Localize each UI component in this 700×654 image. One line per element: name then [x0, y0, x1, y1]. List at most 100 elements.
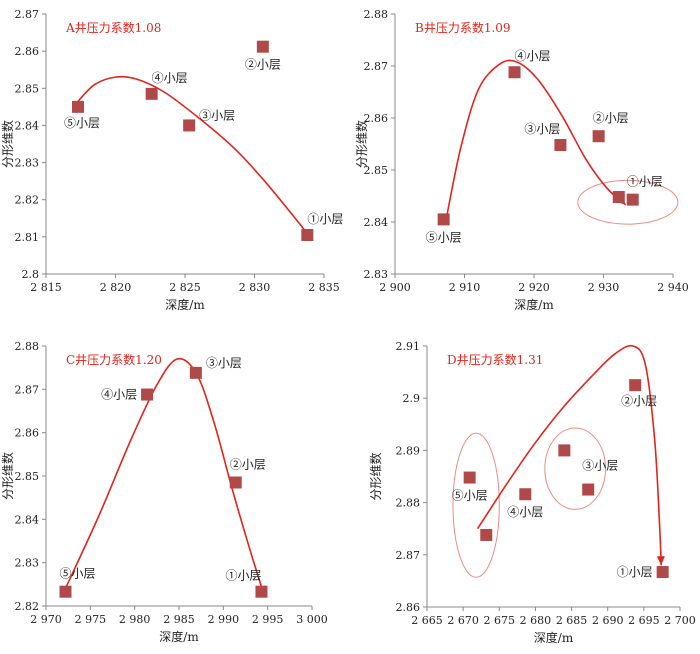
x-axis-title: 深度/m — [165, 297, 205, 312]
point-label: ②小层 — [593, 111, 629, 125]
y-tick-label: 2.86 — [15, 45, 40, 58]
panel-title: C井压力系数1.20 — [66, 352, 162, 367]
data-point — [582, 483, 595, 496]
data-point — [558, 444, 571, 457]
cluster-ellipse — [544, 427, 607, 510]
trend-curve — [65, 357, 265, 596]
x-tick-label: 2 815 — [30, 281, 62, 294]
y-tick-label: 2.86 — [396, 601, 421, 614]
data-point — [592, 130, 605, 143]
y-tick-label: 2.81 — [15, 231, 40, 244]
x-tick-label: 2 680 — [520, 614, 552, 627]
x-tick-label: 2 990 — [208, 613, 240, 626]
x-tick-label: 2 985 — [163, 613, 195, 626]
x-tick-label: 2 975 — [75, 613, 107, 626]
data-point — [480, 528, 493, 541]
data-point — [554, 139, 567, 152]
y-axis-title: 分形维数 — [0, 120, 15, 168]
point-label: ②小层 — [245, 58, 281, 72]
cluster-ellipse — [577, 179, 679, 225]
data-point — [629, 379, 642, 392]
x-tick-label: 2 995 — [252, 613, 284, 626]
data-point — [519, 488, 532, 501]
trend-curve — [446, 59, 627, 215]
point-label: ③小层 — [524, 122, 560, 136]
x-tick-label: 2 910 — [449, 281, 481, 294]
data-point — [656, 566, 669, 579]
x-tick-label: 2 820 — [100, 281, 132, 294]
data-point — [141, 388, 154, 401]
trend-curve — [77, 75, 314, 242]
x-axis-title: 深度/m — [514, 297, 554, 312]
x-tick-label: 2 900 — [379, 281, 411, 294]
chart-d: 2.86 2.87 2.88 2.89 2.9 2.91 2 665 2 670 2 675 2 … — [368, 340, 696, 645]
data-point — [59, 585, 72, 598]
y-tick-label: 2.84 — [15, 513, 40, 526]
panel-title: A井压力系数1.08 — [65, 20, 161, 35]
y-tick-label: 2.88 — [15, 340, 40, 353]
x-tick-label: 2 825 — [169, 281, 201, 294]
y-tick-label: 2.87 — [396, 549, 421, 562]
y-tick-label: 2.86 — [15, 427, 40, 440]
y-axis-title: 分形维数 — [354, 120, 369, 168]
point-label: ⑤小层 — [452, 489, 488, 503]
x-tick-label: 2 970 — [30, 613, 62, 626]
x-tick-label: 2 670 — [447, 614, 479, 627]
point-label: ①小层 — [225, 569, 261, 583]
data-point — [626, 193, 639, 206]
x-tick-label: 3 000 — [296, 613, 328, 626]
y-tick-label: 2.87 — [15, 383, 40, 396]
x-tick-label: 2 695 — [628, 614, 660, 627]
y-tick-label: 2.88 — [396, 497, 421, 510]
cluster-ellipse — [452, 432, 500, 578]
y-tick-label: 2.83 — [15, 557, 40, 570]
x-tick-label: 2 690 — [592, 614, 624, 627]
y-tick-label: 2.91 — [396, 340, 421, 353]
y-tick-label: 2.89 — [396, 444, 421, 457]
y-tick-label: 2.84 — [364, 216, 389, 229]
x-tick-label: 2 835 — [308, 281, 340, 294]
data-point — [437, 213, 450, 226]
y-tick-label: 2.83 — [364, 268, 389, 281]
data-point — [612, 191, 625, 204]
panel-title: D井压力系数1.31 — [447, 352, 543, 367]
point-label: ②小层 — [621, 394, 657, 408]
x-tick-label: 2 685 — [556, 614, 588, 627]
point-label: ⑤小层 — [426, 230, 462, 244]
y-tick-label: 2.9 — [403, 392, 421, 405]
panel-title: B井压力系数1.09 — [415, 20, 511, 35]
data-point — [301, 229, 314, 241]
x-axis-title: 深度/m — [159, 629, 199, 644]
point-label: ④小层 — [507, 505, 543, 519]
y-axis-title: 分形维数 — [0, 452, 15, 500]
x-tick-label: 2 830 — [239, 281, 271, 294]
y-tick-label: 2.83 — [15, 157, 40, 170]
point-label: ③小层 — [582, 459, 618, 473]
trend-arrowhead — [656, 556, 665, 566]
point-label: ②小层 — [230, 458, 266, 472]
y-tick-label: 2.84 — [15, 119, 40, 132]
point-label: ①小层 — [307, 212, 343, 226]
point-label: ③小层 — [199, 108, 235, 122]
data-point — [255, 585, 268, 598]
point-label: ④小层 — [152, 71, 188, 85]
x-tick-label: 2 920 — [518, 281, 550, 294]
x-tick-label: 2 930 — [588, 281, 620, 294]
point-label: ⑤小层 — [64, 116, 100, 130]
data-point — [463, 471, 476, 484]
x-tick-label: 2 675 — [484, 614, 516, 627]
data-point — [229, 476, 242, 489]
data-point — [256, 40, 269, 53]
y-axis-title: 分形维数 — [368, 452, 383, 500]
y-tick-label: 2.88 — [364, 8, 389, 21]
data-point — [71, 100, 84, 113]
x-tick-label: 2 665 — [411, 614, 443, 627]
point-label: ①小层 — [627, 175, 663, 189]
point-label: ①小层 — [617, 565, 653, 579]
y-tick-label: 2.87 — [15, 8, 40, 21]
chart-c: 2.82 2.83 2.84 2.85 2.86 2.87 2.88 2 970 2 975 2 … — [0, 340, 328, 644]
y-tick-label: 2.86 — [364, 112, 389, 125]
chart-a: 2.8 2.81 2.82 2.83 2.84 2.85 2.86 2.87 2 815 2 82… — [0, 8, 343, 312]
y-tick-label: 2.85 — [15, 470, 40, 483]
